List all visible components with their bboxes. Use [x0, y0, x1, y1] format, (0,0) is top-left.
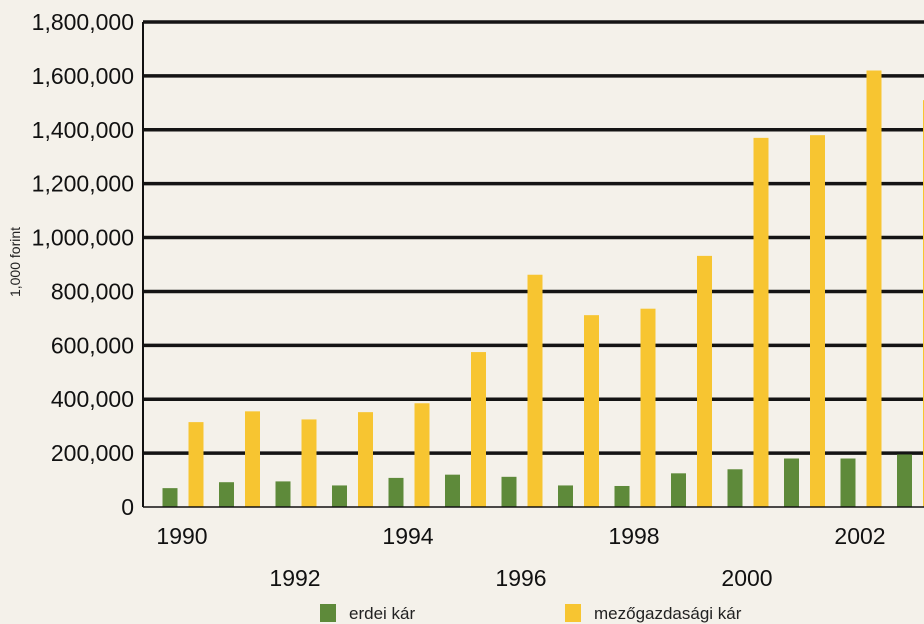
- bar-mezo-2001: [810, 135, 825, 507]
- x-tick-label: 1996: [495, 565, 546, 591]
- bar-erdei-1993: [332, 485, 347, 507]
- gridlines: [143, 20, 924, 455]
- bar-erdei-1995: [445, 474, 460, 507]
- y-axis-label: 1,000 forint: [7, 227, 23, 297]
- legend-label-mezo: mezőgazdasági kár: [594, 604, 742, 623]
- legend: erdei kár mezőgazdasági kár: [320, 604, 742, 623]
- y-tick-labels: 0 200,000 400,000 600,000 800,000 1,000,000 1,…: [32, 9, 134, 520]
- x-tick-label: 1990: [156, 523, 207, 549]
- bar-mezo-2000: [753, 137, 769, 507]
- bar-mezo-1990: [188, 422, 204, 507]
- bar-mezo-1995: [471, 352, 486, 507]
- x-tick-label: 2000: [721, 565, 772, 591]
- legend-swatch-erdei: [320, 604, 336, 622]
- bar-erdei-1991: [219, 482, 234, 507]
- legend-swatch-mezo: [565, 604, 581, 622]
- bar-erdei-2001: [784, 458, 799, 507]
- legend-label-erdei: erdei kár: [349, 604, 415, 623]
- bar-erdei-1997: [558, 485, 573, 507]
- bar-mezo-1993: [358, 412, 373, 507]
- y-tick-label: 800,000: [51, 278, 134, 304]
- bar-erdei-2002: [840, 458, 856, 507]
- y-tick-label: 200,000: [51, 440, 134, 466]
- bar-erdei-1998: [614, 485, 630, 507]
- bar-mezo-1997: [584, 315, 599, 507]
- bar-erdei-1992: [275, 481, 291, 507]
- y-tick-label: 0: [121, 494, 134, 520]
- bar-erdei-1999: [671, 473, 686, 507]
- y-tick-label: 400,000: [51, 386, 134, 412]
- x-tick-label: 1998: [608, 523, 659, 549]
- bar-mezo-2002: [866, 70, 882, 507]
- bar-erdei-2003: [897, 454, 912, 507]
- bar-mezo-1998: [640, 308, 656, 507]
- y-tick-label: 1,800,000: [32, 9, 134, 35]
- bar-erdei-1994: [388, 477, 404, 507]
- x-tick-label: 1994: [382, 523, 433, 549]
- bar-mezo-1996: [527, 274, 543, 507]
- x-tick-label: 1992: [269, 565, 320, 591]
- y-tick-label: 600,000: [51, 332, 134, 358]
- y-tick-label: 1,600,000: [32, 63, 134, 89]
- bar-mezo-1994: [414, 403, 430, 507]
- y-tick-label: 1,200,000: [32, 171, 134, 197]
- bar-mezo-1999: [697, 255, 712, 507]
- axes: [142, 22, 924, 508]
- bar-erdei-1996: [501, 476, 517, 507]
- bar-mezo-1992: [301, 419, 317, 507]
- bar-erdei-1990: [162, 488, 178, 507]
- bars: [162, 70, 924, 507]
- y-tick-label: 1,000,000: [32, 225, 134, 251]
- y-tick-label: 1,400,000: [32, 117, 134, 143]
- bar-erdei-2000: [727, 469, 743, 507]
- bar-mezo-1991: [245, 411, 260, 507]
- x-tick-label: 2002: [834, 523, 885, 549]
- x-tick-labels: 1990 1992 1994 1996 1998 2000 2002: [156, 523, 885, 591]
